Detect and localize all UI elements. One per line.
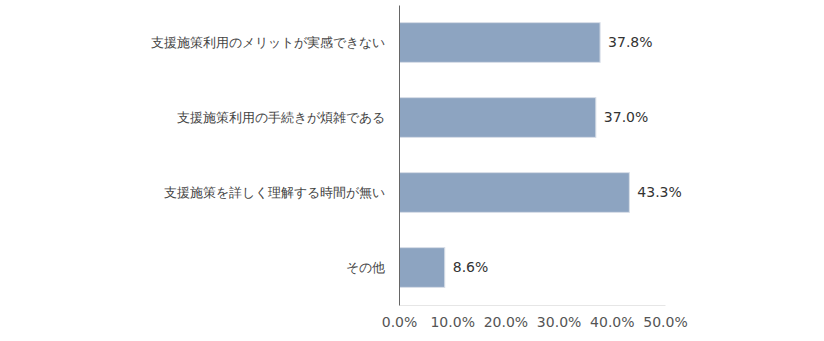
- y-tick-label: 支援施策利用の手続きが煩雑である: [177, 110, 385, 125]
- x-tick: 10.0%: [430, 305, 474, 330]
- y-axis: 支援施策利用のメリットが実感できない支援施策利用の手続きが煩雑である支援施策を詳…: [151, 6, 400, 306]
- x-axis-line: [400, 305, 666, 306]
- y-axis-line: [399, 6, 400, 306]
- data-label: 37.0%: [604, 109, 648, 125]
- y-tick: 支援施策を詳しく理解する時間が無い: [164, 185, 399, 200]
- y-tick: 支援施策利用のメリットが実感できない: [151, 35, 399, 50]
- x-tick: 40.0%: [590, 305, 634, 330]
- y-tick: その他: [346, 260, 399, 275]
- y-tick-label: 支援施策利用のメリットが実感できない: [151, 35, 385, 50]
- bar: [399, 98, 596, 138]
- bar: [399, 248, 445, 288]
- x-tick: 50.0%: [643, 305, 687, 330]
- x-tick-label: 50.0%: [643, 314, 687, 330]
- bars: [399, 23, 629, 288]
- bar: [399, 23, 600, 63]
- data-labels: 37.8% 37.0% 43.3% 8.6%: [453, 34, 682, 275]
- x-axis: 0.0% 10.0% 20.0% 30.0% 40.0% 50.0%: [382, 305, 688, 330]
- x-tick: 20.0%: [484, 305, 528, 330]
- x-tick-label: 0.0%: [382, 314, 418, 330]
- chart: 0.0% 10.0% 20.0% 30.0% 40.0% 50.0% 支援施策利用のメリット…: [0, 0, 824, 341]
- y-tick: 支援施策利用の手続きが煩雑である: [177, 110, 399, 125]
- x-tick-label: 10.0%: [430, 314, 474, 330]
- bar: [399, 173, 629, 213]
- data-label: 37.8%: [608, 34, 652, 50]
- x-tick-label: 40.0%: [590, 314, 634, 330]
- y-tick-label: その他: [346, 260, 385, 275]
- x-tick: 30.0%: [537, 305, 581, 330]
- x-tick-label: 20.0%: [484, 314, 528, 330]
- x-tick: 0.0%: [382, 305, 418, 330]
- data-label: 43.3%: [637, 184, 681, 200]
- data-label: 8.6%: [453, 259, 489, 275]
- y-tick-label: 支援施策を詳しく理解する時間が無い: [164, 185, 385, 200]
- x-tick-label: 30.0%: [537, 314, 581, 330]
